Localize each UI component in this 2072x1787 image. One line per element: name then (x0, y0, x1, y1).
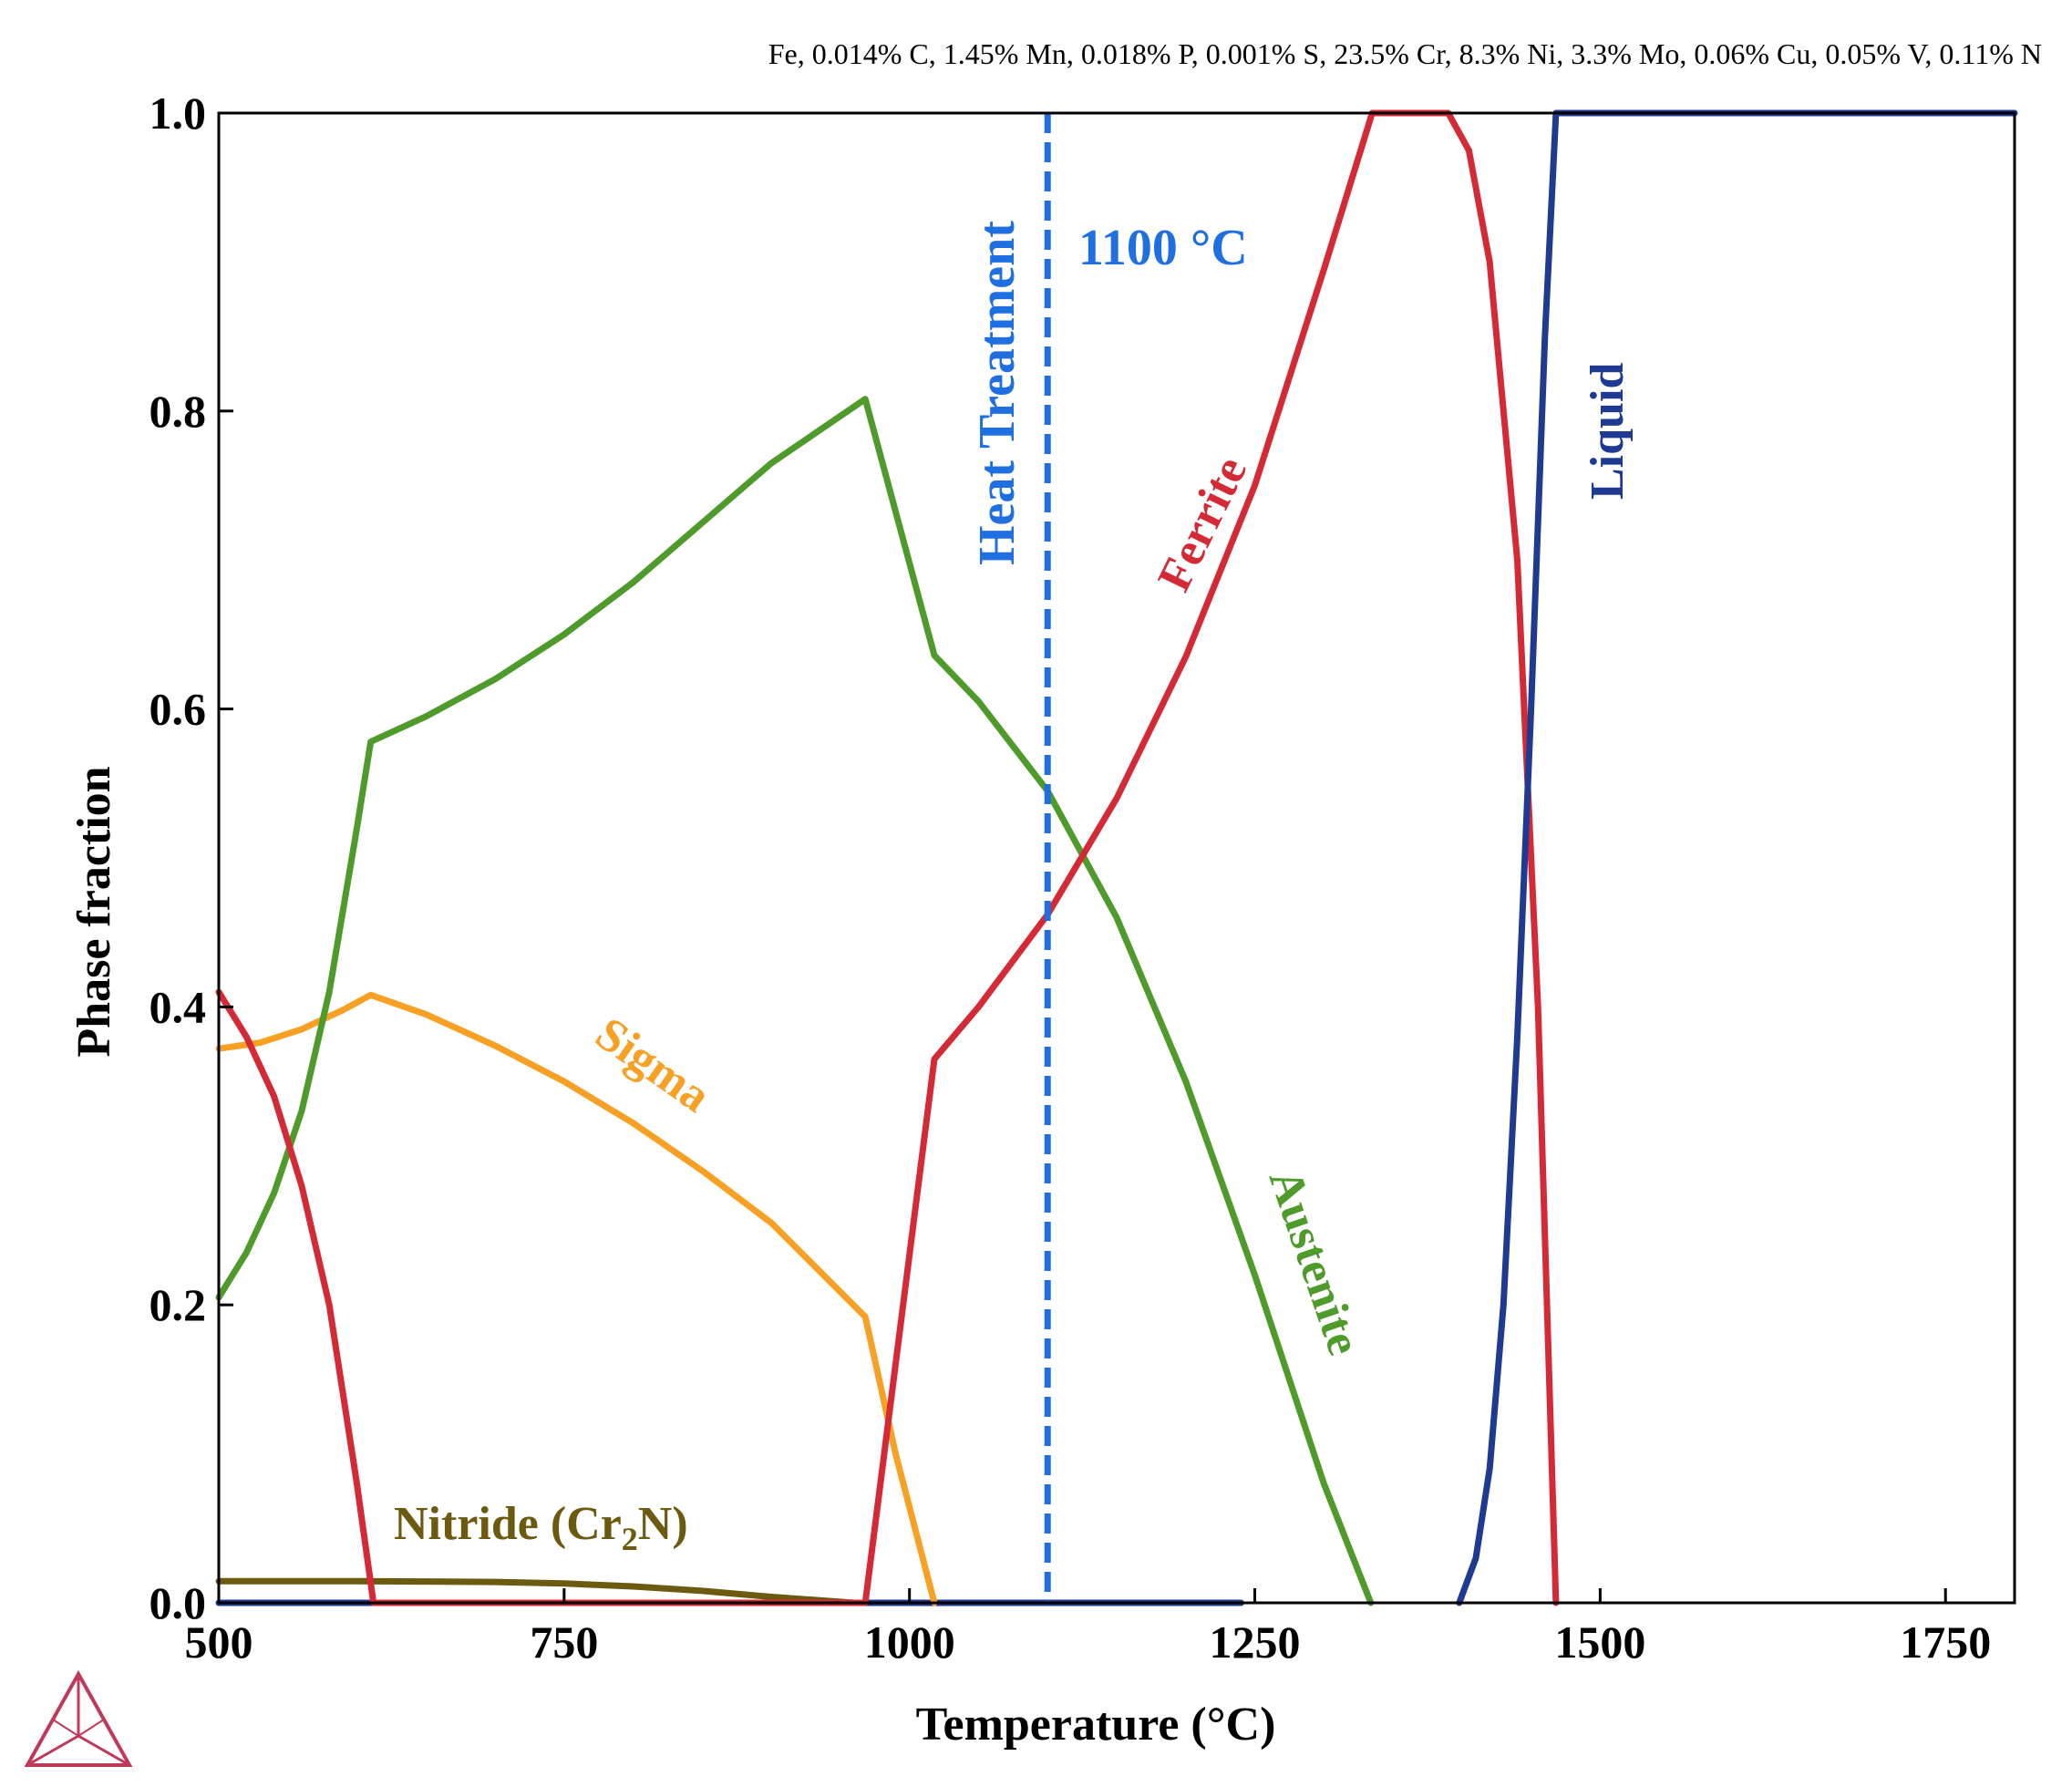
axis-ticks: 500 750 1000 1250 1500 1750 0.0 0.2 0.4 0.6 0.8 1.0 (149, 88, 1992, 1668)
series-label-nitride: Nitride (Cr2N) (394, 1498, 688, 1557)
series-line-austenite (215, 396, 1375, 1606)
x-tick-label: 1000 (864, 1617, 955, 1668)
nitride-label-end: N) (638, 1498, 688, 1550)
x-tick-label: 1500 (1554, 1617, 1645, 1668)
y-tick-label: 0.6 (149, 684, 207, 735)
y-tick-label: 0.4 (149, 981, 207, 1032)
nitride-label-sub: 2 (622, 1521, 638, 1557)
plot-frame (217, 111, 2016, 1605)
x-tick-label: 750 (530, 1617, 598, 1668)
chart-title: Fe, 0.014% C, 1.45% Mn, 0.018% P, 0.001%… (768, 37, 2042, 70)
heat-treatment-label: Heat Treatment (969, 221, 1026, 565)
x-axis-title: Temperature (°C) (916, 1699, 1276, 1751)
thermo-calc-logo-icon (24, 1669, 133, 1767)
nitride-label-main: Nitride (Cr (394, 1498, 622, 1550)
series-line-sigma (215, 991, 938, 1606)
series-line-nitride-cr2n (215, 1577, 858, 1606)
heat-treatment-temperature: 1100 °C (1078, 220, 1248, 276)
y-tick-label: 0.0 (149, 1577, 207, 1628)
y-tick-label: 0.8 (149, 386, 207, 437)
series-line-liquid (1456, 109, 2018, 1606)
y-axis-title: Phase fraction (68, 766, 120, 1057)
series-line-ferrite (215, 109, 1560, 1606)
y-tick-label: 0.2 (149, 1279, 207, 1330)
x-tick-label: 1750 (1900, 1617, 1991, 1668)
y-tick-label: 1.0 (149, 88, 207, 139)
series-lines (215, 109, 2018, 1606)
series-label-liquid: Liquid (1582, 363, 1634, 500)
x-tick-label: 1250 (1210, 1617, 1301, 1668)
x-tick-label: 500 (185, 1617, 253, 1668)
